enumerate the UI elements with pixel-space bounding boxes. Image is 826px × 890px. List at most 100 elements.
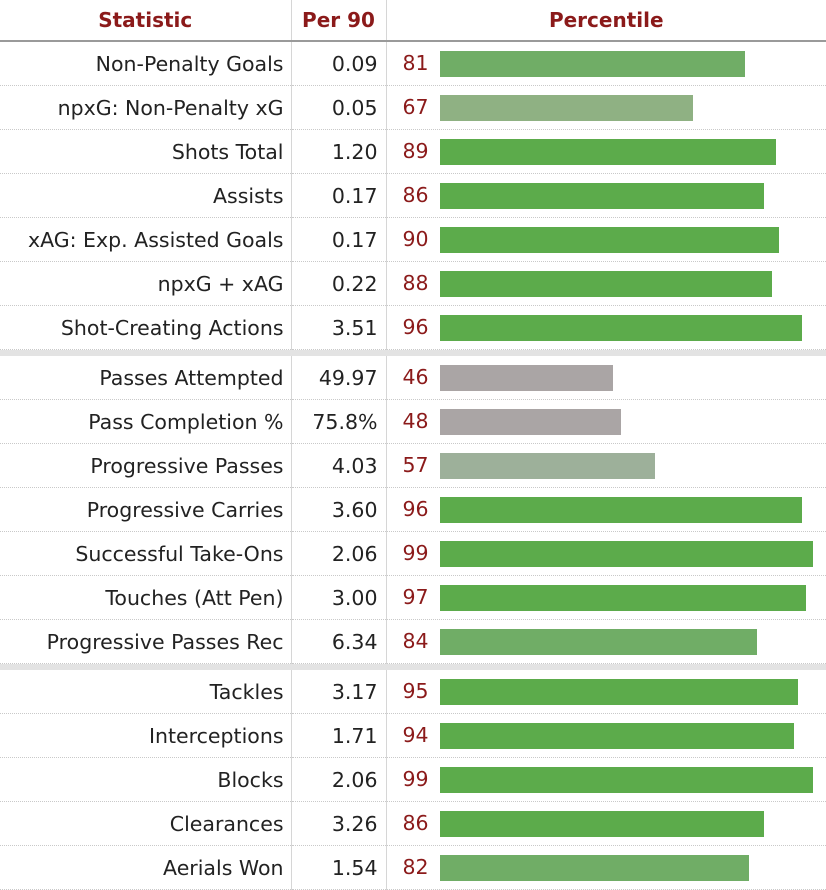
percentile-cell: 99	[386, 531, 826, 576]
percentile-value: 82	[402, 855, 429, 879]
percentile-cell: 57	[386, 443, 826, 488]
statistic-cell: Successful Take-Ons	[0, 531, 292, 576]
percentile-column-header[interactable]: Percentile	[386, 0, 826, 42]
statistic-cell: Progressive Carries	[0, 487, 292, 532]
per90-cell: 3.26	[291, 801, 387, 846]
per90-cell: 6.34	[291, 619, 387, 664]
table-row: Clearances 3.26 86	[0, 801, 826, 846]
table-row: Blocks 2.06 99	[0, 757, 826, 802]
table-row: Shots Total 1.20 89	[0, 129, 826, 174]
percentile-cell: 86	[386, 173, 826, 218]
table-row: Interceptions 1.71 94	[0, 713, 826, 758]
statistic-cell: Blocks	[0, 757, 292, 802]
per90-cell: 0.17	[291, 173, 387, 218]
percentile-cell: 84	[386, 619, 826, 664]
percentile-bar	[439, 453, 655, 479]
percentile-value: 67	[402, 95, 429, 119]
group-separator	[0, 663, 826, 670]
table-row: Successful Take-Ons 2.06 99	[0, 531, 826, 576]
per90-cell: 2.06	[291, 757, 387, 802]
per90-cell: 0.17	[291, 217, 387, 262]
percentile-bar	[439, 139, 776, 165]
table-row: Passes Attempted 49.97 46	[0, 356, 826, 400]
percentile-value: 96	[402, 497, 429, 521]
statistic-cell: Pass Completion %	[0, 399, 292, 444]
percentile-bar	[439, 315, 802, 341]
percentile-value: 57	[402, 453, 429, 477]
per90-cell: 4.03	[291, 443, 387, 488]
table-row: Non-Penalty Goals 0.09 81	[0, 41, 826, 86]
percentile-value: 96	[402, 315, 429, 339]
per90-cell: 1.20	[291, 129, 387, 174]
percentile-cell: 48	[386, 399, 826, 444]
percentile-bar	[439, 585, 806, 611]
per90-cell: 0.09	[291, 41, 387, 86]
percentile-value: 46	[402, 365, 429, 389]
percentile-bar	[439, 271, 772, 297]
statistic-cell: Assists	[0, 173, 292, 218]
percentile-cell: 46	[386, 356, 826, 400]
percentile-bar	[439, 723, 794, 749]
per90-cell: 3.60	[291, 487, 387, 532]
per90-cell: 3.51	[291, 305, 387, 350]
table-row: Pass Completion % 75.8% 48	[0, 399, 826, 444]
per90-cell: 0.22	[291, 261, 387, 306]
statistic-cell: Non-Penalty Goals	[0, 41, 292, 86]
statistic-cell: Shots Total	[0, 129, 292, 174]
percentile-cell: 89	[386, 129, 826, 174]
per90-cell: 1.71	[291, 713, 387, 758]
per90-cell: 1.54	[291, 845, 387, 890]
statistic-cell: Passes Attempted	[0, 356, 292, 400]
group-separator	[0, 349, 826, 356]
percentile-cell: 81	[386, 41, 826, 86]
percentile-value: 99	[402, 541, 429, 565]
statistic-cell: Interceptions	[0, 713, 292, 758]
table-row: Aerials Won 1.54 82	[0, 845, 826, 890]
statistic-cell: Progressive Passes Rec	[0, 619, 292, 664]
statistic-cell: Tackles	[0, 670, 292, 714]
table-row: Progressive Passes Rec 6.34 84	[0, 619, 826, 664]
statistic-cell: Touches (Att Pen)	[0, 575, 292, 620]
group-separator-cell	[0, 349, 826, 356]
percentile-cell: 86	[386, 801, 826, 846]
percentile-cell: 96	[386, 487, 826, 532]
percentile-cell: 95	[386, 670, 826, 714]
percentile-bar	[439, 183, 764, 209]
statistic-cell: npxG + xAG	[0, 261, 292, 306]
percentile-cell: 82	[386, 845, 826, 890]
percentile-bar	[439, 629, 757, 655]
percentile-cell: 88	[386, 261, 826, 306]
percentile-value: 48	[402, 409, 429, 433]
table-row: npxG: Non-Penalty xG 0.05 67	[0, 85, 826, 130]
table-row: npxG + xAG 0.22 88	[0, 261, 826, 306]
percentile-bar	[439, 365, 613, 391]
percentile-bar	[439, 51, 745, 77]
percentile-cell: 90	[386, 217, 826, 262]
statistic-column-header[interactable]: Statistic	[0, 0, 292, 42]
percentile-value: 97	[402, 585, 429, 609]
per90-cell: 49.97	[291, 356, 387, 400]
per90-cell: 75.8%	[291, 399, 387, 444]
table-body: Non-Penalty Goals 0.09 81 npxG: Non-Penalty…	[0, 41, 826, 890]
percentile-cell: 67	[386, 85, 826, 130]
table-row: Assists 0.17 86	[0, 173, 826, 218]
percentile-bar	[439, 811, 764, 837]
table-row: Progressive Passes 4.03 57	[0, 443, 826, 488]
percentile-bar	[439, 227, 779, 253]
percentile-cell: 96	[386, 305, 826, 350]
percentile-bar	[439, 409, 621, 435]
percentile-bar	[439, 541, 813, 567]
statistic-cell: Clearances	[0, 801, 292, 846]
percentile-cell: 99	[386, 757, 826, 802]
percentile-bar	[439, 767, 813, 793]
table-row: Tackles 3.17 95	[0, 670, 826, 714]
statistic-cell: Shot-Creating Actions	[0, 305, 292, 350]
percentile-value: 89	[402, 139, 429, 163]
header-row: Statistic Per 90 Percentile	[0, 0, 826, 42]
table-row: Shot-Creating Actions 3.51 96	[0, 305, 826, 350]
percentile-value: 86	[402, 183, 429, 207]
per90-column-header[interactable]: Per 90	[291, 0, 387, 42]
table-row: Touches (Att Pen) 3.00 97	[0, 575, 826, 620]
percentile-value: 81	[402, 51, 429, 75]
